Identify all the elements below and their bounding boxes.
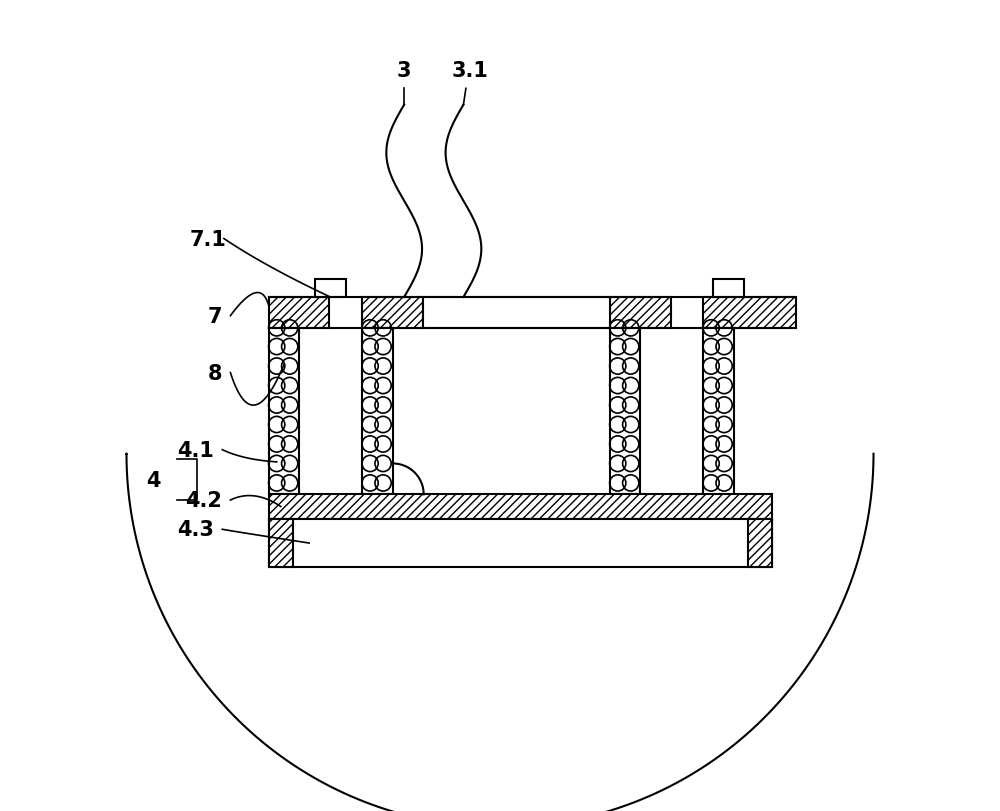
Bar <box>610 328 640 495</box>
Bar <box>610 298 671 328</box>
Bar <box>423 298 610 328</box>
Text: 4: 4 <box>146 470 161 490</box>
Bar <box>703 328 734 519</box>
Text: 3: 3 <box>397 61 411 81</box>
Bar <box>748 519 772 568</box>
Text: 4.1: 4.1 <box>177 440 214 460</box>
Text: 7: 7 <box>208 307 222 326</box>
Bar <box>269 298 329 328</box>
Bar <box>269 495 772 519</box>
Bar <box>713 280 744 298</box>
Bar <box>269 519 772 568</box>
Bar <box>269 328 299 495</box>
Bar <box>362 298 423 328</box>
Text: 7.1: 7.1 <box>190 230 227 249</box>
Text: 3.1: 3.1 <box>452 61 488 81</box>
Text: 4.3: 4.3 <box>177 520 214 539</box>
Text: 4.2: 4.2 <box>185 491 222 510</box>
Bar <box>362 328 393 495</box>
Text: 8: 8 <box>208 363 222 383</box>
Bar <box>315 280 346 298</box>
Bar <box>269 519 293 568</box>
Bar <box>703 298 796 328</box>
